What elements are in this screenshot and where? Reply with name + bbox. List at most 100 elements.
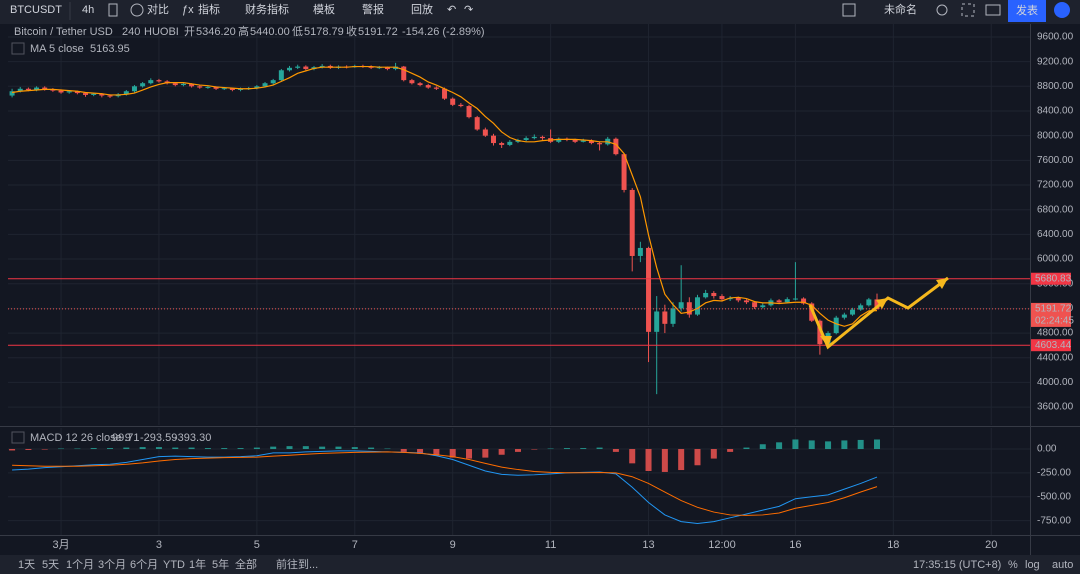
macd-histogram-bar xyxy=(237,448,244,450)
templates-button[interactable]: 模板 xyxy=(313,2,335,16)
y-tick-label: 3600.00 xyxy=(1037,402,1074,413)
candle-body xyxy=(841,314,847,318)
log-toggle[interactable]: log xyxy=(1025,559,1040,571)
candle-body xyxy=(539,136,545,139)
fullscreen-icon[interactable] xyxy=(961,3,975,17)
range-button[interactable]: 6个月 xyxy=(130,558,158,571)
candle-body xyxy=(278,70,284,81)
candle-body xyxy=(735,297,741,301)
candle-body xyxy=(83,93,89,95)
x-tick-label: 13 xyxy=(642,539,654,551)
ohlc-label: 收 xyxy=(346,24,357,38)
settings-icon[interactable] xyxy=(936,4,948,16)
candle-body xyxy=(523,138,529,140)
candle-body xyxy=(303,66,309,70)
candle-body xyxy=(629,189,635,256)
candle-body xyxy=(58,90,64,93)
indicators-button[interactable]: 指标 xyxy=(198,2,220,16)
y-tick-label: 4400.00 xyxy=(1037,352,1074,363)
macd-histogram-bar xyxy=(9,449,16,451)
macd-histogram-bar xyxy=(302,446,309,450)
range-button[interactable]: 5天 xyxy=(42,559,59,571)
y-tick-label: 9600.00 xyxy=(1037,32,1074,43)
candle-body xyxy=(637,247,643,256)
range-button[interactable]: 1年 xyxy=(189,557,206,571)
chart-style-icon[interactable] xyxy=(108,3,118,17)
macd-histogram-bar xyxy=(188,447,195,450)
collapse-toggle[interactable] xyxy=(11,42,25,55)
interval-button[interactable]: 4h xyxy=(82,4,94,16)
range-button[interactable]: 全部 xyxy=(235,557,257,571)
macd-histogram-bar xyxy=(857,439,864,450)
candle-body xyxy=(409,80,415,84)
macd-histogram-bar xyxy=(743,447,750,450)
candle-body xyxy=(254,86,260,89)
range-button[interactable]: 5年 xyxy=(212,557,229,571)
macd-histogram-bar xyxy=(792,439,799,450)
macd-histogram-bar xyxy=(123,447,130,450)
candle-body xyxy=(140,83,146,87)
x-tick-label: 11 xyxy=(545,539,556,551)
ohlc-label: 开 xyxy=(184,26,195,38)
candle-body xyxy=(205,86,211,88)
range-button[interactable]: 1天 xyxy=(18,559,35,571)
candle-body xyxy=(42,87,48,90)
candle-body xyxy=(760,305,766,308)
range-button[interactable]: 1个月 xyxy=(66,558,94,571)
candle-body xyxy=(270,80,276,84)
toolbar xyxy=(0,0,1080,24)
y-tick-label: 4800.00 xyxy=(1037,328,1074,339)
fullscreen-box[interactable] xyxy=(842,3,856,17)
percent-toggle[interactable]: % xyxy=(1008,559,1018,571)
candle-body xyxy=(711,292,717,297)
play-button[interactable] xyxy=(1054,2,1070,18)
range-button[interactable]: 3个月 xyxy=(98,558,126,571)
goto-button[interactable]: 前往到... xyxy=(276,557,318,571)
candle-body xyxy=(792,298,798,300)
macd-histogram-bar xyxy=(808,440,815,450)
macd-histogram-bar xyxy=(759,444,766,450)
financials-button[interactable]: 财务指标 xyxy=(245,2,289,16)
candle-body xyxy=(858,305,864,310)
price-label: 5680.83 xyxy=(1035,273,1072,284)
auto-toggle[interactable]: auto xyxy=(1052,559,1073,571)
candle-body xyxy=(213,86,219,89)
replay-button[interactable]: 回放 xyxy=(411,2,433,16)
candle-body xyxy=(368,66,374,68)
price-label-bg xyxy=(1031,272,1071,285)
macd-histogram-bar xyxy=(629,449,636,464)
signal-value: -393.30 xyxy=(174,432,211,444)
range-button[interactable]: YTD xyxy=(163,559,185,571)
ohlc-value: 5346.20 xyxy=(196,26,236,38)
macd-histogram-bar xyxy=(498,449,505,455)
redo[interactable]: ↷ xyxy=(464,4,473,16)
alert-button[interactable]: 警报 xyxy=(362,2,384,16)
macd-histogram-bar xyxy=(547,448,554,450)
candle-body xyxy=(319,65,325,68)
ohlc-value: 5191.72 xyxy=(358,26,398,38)
collapse-toggle[interactable] xyxy=(11,431,25,444)
macd-histogram-bar xyxy=(90,448,97,450)
exchange: HUOBI xyxy=(144,26,179,38)
candle-body xyxy=(556,138,562,142)
candle-body xyxy=(50,89,56,91)
candle-body xyxy=(784,299,790,303)
compare-button[interactable]: 对比 xyxy=(147,2,169,16)
ma-value: 5163.95 xyxy=(90,43,130,55)
candle-body xyxy=(156,80,162,82)
candle-body xyxy=(850,309,856,315)
symbol[interactable]: BTCUSDT xyxy=(10,4,62,16)
undo[interactable]: ↶ xyxy=(447,4,456,16)
candle-body xyxy=(703,292,709,298)
publish-button-bg[interactable] xyxy=(1008,0,1046,22)
publish-button[interactable]: 发表 xyxy=(1016,3,1038,17)
macd-histogram-bar xyxy=(563,448,570,450)
snapshot-icon[interactable] xyxy=(985,4,1001,16)
candle-body xyxy=(662,311,668,324)
price-label: 4603.44 xyxy=(1035,340,1072,351)
chart-title: Bitcoin / Tether USD xyxy=(14,26,113,38)
layout-name[interactable]: 未命名 xyxy=(884,2,917,16)
ma-legend: MA 5 close xyxy=(30,43,84,55)
candle-body xyxy=(646,247,652,332)
macd-histogram-bar xyxy=(580,448,587,450)
